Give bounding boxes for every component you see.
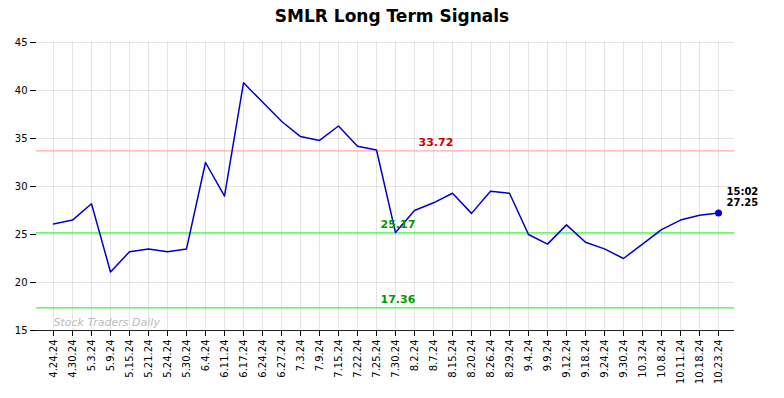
svg-text:5.9.24: 5.9.24 xyxy=(105,340,116,372)
svg-text:7.30.24: 7.30.24 xyxy=(390,340,401,378)
svg-text:10.23.24: 10.23.24 xyxy=(713,340,724,385)
svg-text:4.30.24: 4.30.24 xyxy=(67,340,78,378)
svg-text:7.9.24: 7.9.24 xyxy=(314,340,325,372)
svg-text:15: 15 xyxy=(15,325,28,336)
svg-text:8.29.24: 8.29.24 xyxy=(504,340,515,378)
svg-text:8.20.24: 8.20.24 xyxy=(466,340,477,378)
svg-text:9.12.24: 9.12.24 xyxy=(561,340,572,378)
svg-text:33.72: 33.72 xyxy=(419,136,454,149)
svg-text:9.9.24: 9.9.24 xyxy=(542,340,553,372)
svg-text:8.7.24: 8.7.24 xyxy=(428,340,439,372)
svg-text:6.4.24: 6.4.24 xyxy=(200,340,211,372)
svg-text:9.4.24: 9.4.24 xyxy=(523,340,534,372)
svg-text:6.27.24: 6.27.24 xyxy=(276,340,287,378)
svg-text:7.22.24: 7.22.24 xyxy=(352,340,363,378)
svg-text:10.8.24: 10.8.24 xyxy=(656,340,667,378)
svg-text:6.11.24: 6.11.24 xyxy=(219,340,230,378)
svg-text:8.15.24: 8.15.24 xyxy=(447,340,458,378)
svg-text:20: 20 xyxy=(15,277,28,288)
svg-text:30: 30 xyxy=(15,181,28,192)
svg-text:35: 35 xyxy=(15,133,28,144)
svg-text:10.11.24: 10.11.24 xyxy=(675,340,686,385)
svg-text:8.2.24: 8.2.24 xyxy=(409,340,420,372)
svg-text:6.24.24: 6.24.24 xyxy=(257,340,268,378)
svg-text:5.21.24: 5.21.24 xyxy=(143,340,154,378)
svg-text:7.3.24: 7.3.24 xyxy=(295,340,306,372)
svg-text:6.17.24: 6.17.24 xyxy=(238,340,249,378)
svg-text:9.30.24: 9.30.24 xyxy=(618,340,629,378)
svg-text:7.15.24: 7.15.24 xyxy=(333,340,344,378)
svg-text:25.17: 25.17 xyxy=(381,218,416,231)
svg-text:9.24.24: 9.24.24 xyxy=(599,340,610,378)
svg-text:5.15.24: 5.15.24 xyxy=(124,340,135,378)
svg-text:40: 40 xyxy=(15,85,28,96)
svg-text:15:0227.25: 15:0227.25 xyxy=(727,186,759,208)
svg-text:4.24.24: 4.24.24 xyxy=(48,340,59,378)
svg-text:9.18.24: 9.18.24 xyxy=(580,340,591,378)
svg-text:5.30.24: 5.30.24 xyxy=(181,340,192,378)
svg-text:25: 25 xyxy=(15,229,28,240)
html-text:SMLR Long Term Signals: SMLR Long Term Signals xyxy=(274,6,510,26)
svg-text:Stock Traders Daily: Stock Traders Daily xyxy=(54,316,161,329)
svg-text:7.25.24: 7.25.24 xyxy=(371,340,382,378)
svg-text:10.18.24: 10.18.24 xyxy=(694,340,705,385)
svg-text:10.3.24: 10.3.24 xyxy=(637,340,648,378)
svg-text:5.3.24: 5.3.24 xyxy=(86,340,97,372)
svg-text:45: 45 xyxy=(15,37,28,48)
svg-text:5.24.24: 5.24.24 xyxy=(162,340,173,378)
svg-text:8.26.24: 8.26.24 xyxy=(485,340,496,378)
svg-text:17.36: 17.36 xyxy=(381,293,416,306)
